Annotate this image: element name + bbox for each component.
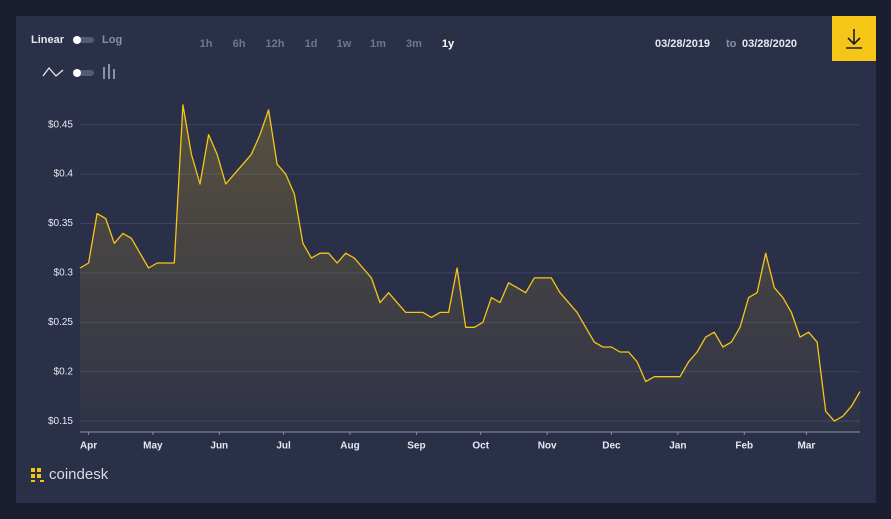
- range-button[interactable]: 6h: [233, 38, 246, 50]
- line-icon[interactable]: [42, 66, 64, 77]
- y-tick-label: $0.4: [54, 169, 74, 180]
- x-tick-label: Apr: [80, 441, 97, 452]
- range-button[interactable]: 1d: [305, 38, 318, 50]
- y-tick-label: $0.45: [48, 119, 73, 130]
- candle-icon[interactable]: [103, 64, 115, 79]
- toggle-knob: [73, 69, 81, 77]
- x-tick-label: Jul: [276, 441, 291, 452]
- x-tick-label: Sep: [407, 441, 425, 452]
- x-tick-label: May: [143, 441, 163, 452]
- scale-linear[interactable]: Linear: [31, 34, 65, 46]
- range-button[interactable]: 1m: [370, 38, 386, 50]
- scale-log[interactable]: Log: [102, 34, 122, 46]
- range-button[interactable]: 12h: [266, 38, 285, 50]
- x-tick-label: Oct: [472, 441, 489, 452]
- x-tick-label: Jun: [210, 441, 228, 452]
- brand-icon: [31, 468, 44, 482]
- date-sep: to: [726, 38, 737, 50]
- x-tick-label: Jan: [669, 441, 686, 452]
- range-button[interactable]: 3m: [406, 38, 422, 50]
- y-tick-label: $0.35: [48, 218, 73, 229]
- brand: coindesk: [49, 466, 109, 483]
- x-tick-label: Feb: [735, 441, 753, 452]
- download-icon: [846, 29, 862, 49]
- x-tick-label: Dec: [602, 441, 621, 452]
- price-line: [79, 104, 861, 422]
- area: [80, 104, 860, 433]
- date-to[interactable]: 03/28/2020: [742, 38, 797, 50]
- y-tick-label: $0.15: [48, 416, 73, 427]
- x-tick-label: Mar: [798, 441, 816, 452]
- range-button[interactable]: 1w: [337, 38, 352, 50]
- y-tick-label: $0.3: [54, 268, 74, 279]
- range-button[interactable]: 1h: [200, 38, 213, 50]
- x-tick-label: Nov: [538, 441, 557, 452]
- range-button[interactable]: 1y: [442, 38, 455, 50]
- y-tick-label: $0.2: [54, 366, 74, 377]
- toggle-knob: [73, 36, 81, 44]
- x-tick-label: Aug: [340, 441, 359, 452]
- y-tick-label: $0.25: [48, 317, 73, 328]
- date-from[interactable]: 03/28/2019: [655, 38, 710, 50]
